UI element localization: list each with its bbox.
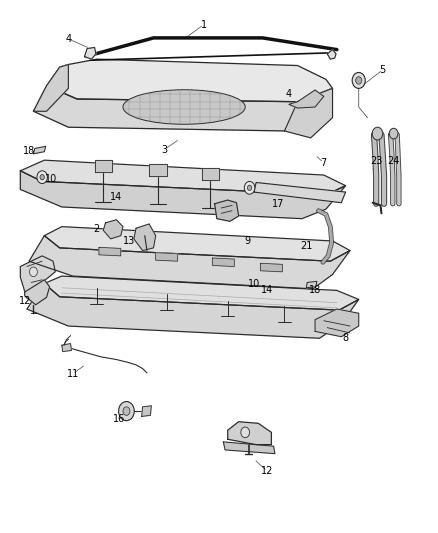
Polygon shape	[142, 406, 151, 416]
Circle shape	[119, 401, 134, 421]
Text: 4: 4	[286, 88, 292, 99]
Polygon shape	[33, 64, 68, 111]
Polygon shape	[261, 263, 283, 272]
Text: 12: 12	[18, 296, 31, 306]
Text: 8: 8	[343, 333, 349, 343]
Polygon shape	[20, 256, 55, 298]
Text: 18: 18	[23, 146, 35, 156]
Polygon shape	[33, 147, 46, 154]
Circle shape	[352, 72, 365, 88]
Text: 2: 2	[94, 224, 100, 235]
Text: 4: 4	[65, 34, 71, 44]
Polygon shape	[25, 280, 49, 305]
Polygon shape	[44, 227, 350, 261]
Text: 21: 21	[300, 241, 312, 251]
Text: 10: 10	[45, 174, 57, 184]
Polygon shape	[155, 253, 177, 261]
Text: 14: 14	[110, 192, 123, 203]
Polygon shape	[306, 281, 317, 288]
Polygon shape	[223, 442, 275, 454]
Polygon shape	[149, 165, 166, 176]
Polygon shape	[254, 182, 346, 203]
Polygon shape	[95, 160, 112, 172]
Polygon shape	[33, 86, 332, 131]
Text: 3: 3	[161, 144, 167, 155]
Text: 7: 7	[321, 158, 327, 168]
Circle shape	[389, 128, 398, 139]
Polygon shape	[289, 90, 324, 108]
Circle shape	[356, 77, 362, 84]
Polygon shape	[285, 88, 332, 138]
Circle shape	[29, 267, 37, 277]
Polygon shape	[228, 422, 272, 445]
Ellipse shape	[123, 90, 245, 124]
Circle shape	[123, 407, 130, 415]
Text: 10: 10	[248, 279, 260, 288]
Polygon shape	[62, 344, 71, 352]
Polygon shape	[215, 200, 239, 221]
Text: 16: 16	[113, 414, 125, 424]
Polygon shape	[46, 59, 332, 102]
Text: 13: 13	[124, 236, 136, 246]
Polygon shape	[85, 47, 96, 59]
Circle shape	[244, 181, 255, 194]
Circle shape	[372, 127, 383, 140]
Polygon shape	[44, 276, 359, 310]
Polygon shape	[315, 309, 359, 337]
Text: 12: 12	[261, 466, 273, 476]
Text: 9: 9	[244, 236, 251, 246]
Polygon shape	[29, 236, 350, 289]
Polygon shape	[212, 258, 234, 266]
Text: 24: 24	[388, 156, 400, 166]
Polygon shape	[27, 284, 359, 338]
Text: 18: 18	[309, 286, 321, 295]
Text: 17: 17	[272, 199, 284, 209]
Polygon shape	[201, 168, 219, 180]
Circle shape	[37, 171, 47, 183]
Polygon shape	[134, 224, 155, 251]
Circle shape	[247, 185, 252, 190]
Text: 1: 1	[201, 20, 207, 30]
Polygon shape	[103, 220, 123, 239]
Circle shape	[40, 174, 44, 180]
Text: 14: 14	[261, 286, 273, 295]
Polygon shape	[20, 171, 346, 219]
Text: 11: 11	[67, 369, 79, 379]
Polygon shape	[327, 50, 336, 59]
Text: 5: 5	[380, 65, 386, 75]
Text: 23: 23	[370, 156, 382, 166]
Polygon shape	[99, 247, 121, 256]
Circle shape	[241, 427, 250, 438]
Polygon shape	[20, 160, 346, 195]
